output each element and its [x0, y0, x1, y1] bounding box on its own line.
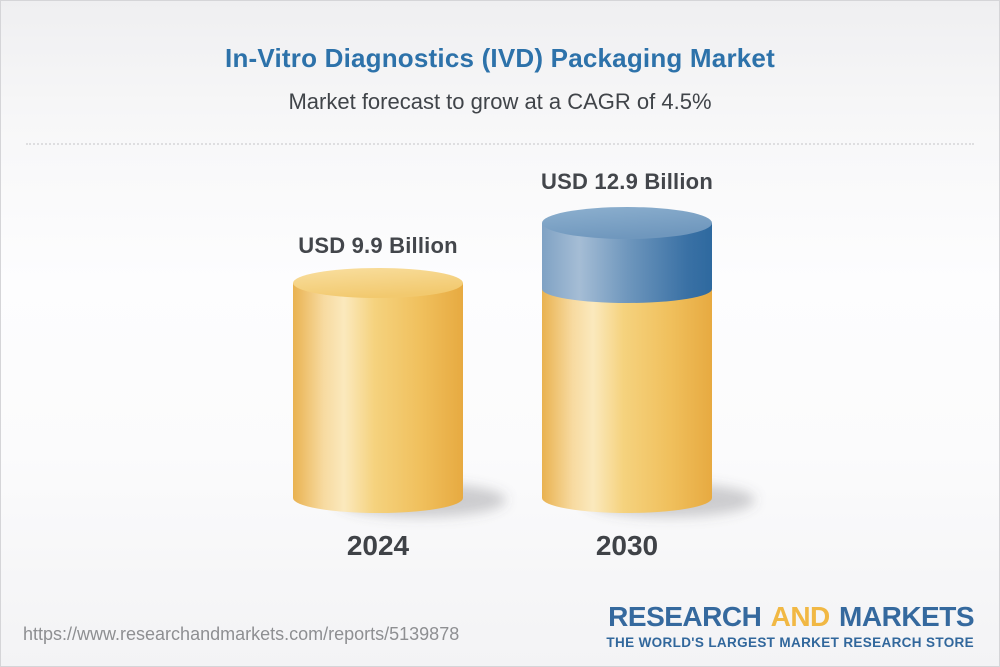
- research-and-markets-logo: RESEARCH AND MARKETS THE WORLD'S LARGEST…: [606, 601, 974, 650]
- bar-2030-base-segment: [542, 289, 712, 498]
- bar-2024-top-face: [293, 268, 463, 298]
- dotted-divider: [26, 143, 974, 145]
- logo-tagline: THE WORLD'S LARGEST MARKET RESEARCH STOR…: [606, 634, 974, 650]
- bar-2030-bottom-face: [542, 483, 712, 513]
- page-title: In-Vitro Diagnostics (IVD) Packaging Mar…: [225, 43, 775, 73]
- page-subtitle: Market forecast to grow at a CAGR of 4.5…: [288, 89, 712, 114]
- bar-2030-cylinder: [542, 207, 755, 517]
- bar-2030-growth-bottom-edge: [542, 275, 712, 303]
- category-label-2024: 2024: [346, 530, 410, 561]
- logo-word-markets: MARKETS: [839, 601, 974, 632]
- bar-2024-bottom-face: [293, 483, 463, 513]
- bar-2024-cylinder: [293, 268, 506, 517]
- value-label-2024: USD 9.9 Billion: [298, 233, 458, 258]
- value-label-2030: USD 12.9 Billion: [541, 169, 713, 194]
- bar-2030-top-face: [542, 207, 712, 239]
- logo-word-and: AND: [770, 601, 831, 632]
- logo-wordmark: RESEARCH AND MARKETS: [606, 601, 974, 633]
- bar-2024-body: [293, 283, 463, 498]
- category-label-2030: 2030: [595, 530, 659, 561]
- report-url: https://www.researchandmarkets.com/repor…: [23, 624, 460, 644]
- logo-word-research: RESEARCH: [608, 601, 762, 632]
